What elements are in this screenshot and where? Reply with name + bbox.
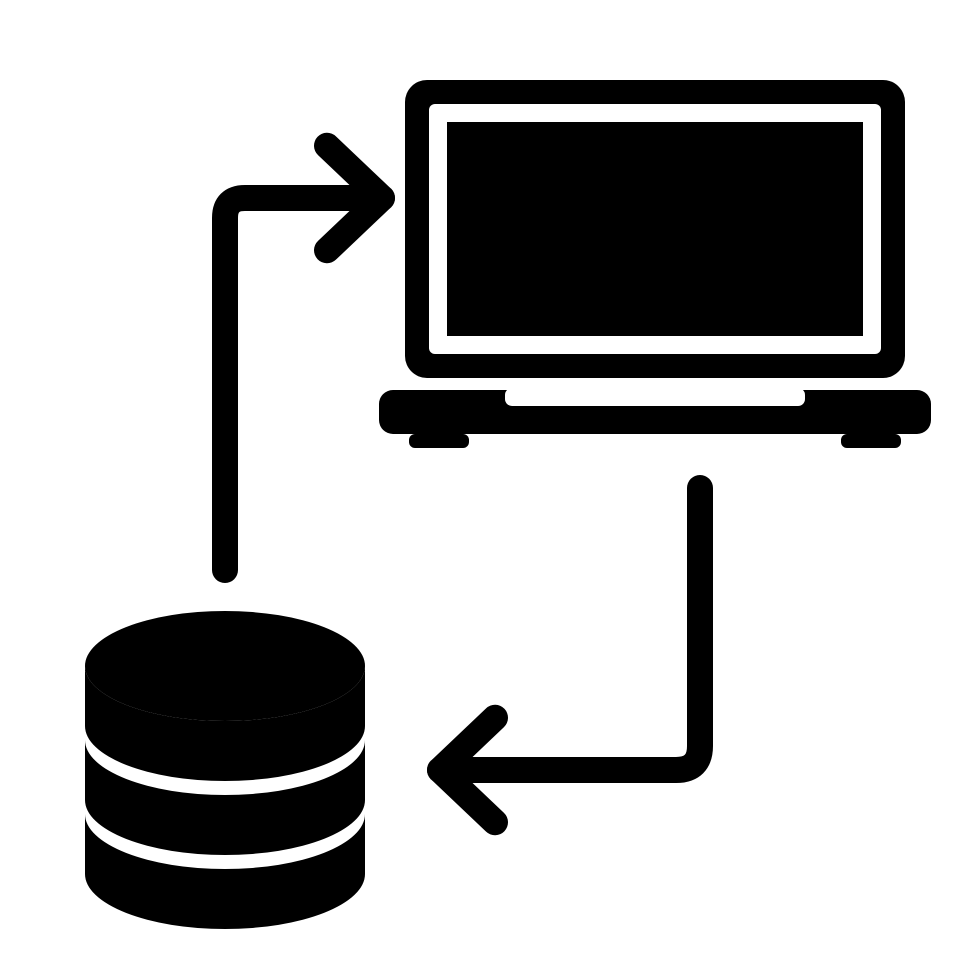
arrow-db-to-laptop [225,198,382,570]
diagram-canvas [0,0,980,980]
database-icon [85,611,365,929]
laptop-icon [379,80,931,448]
